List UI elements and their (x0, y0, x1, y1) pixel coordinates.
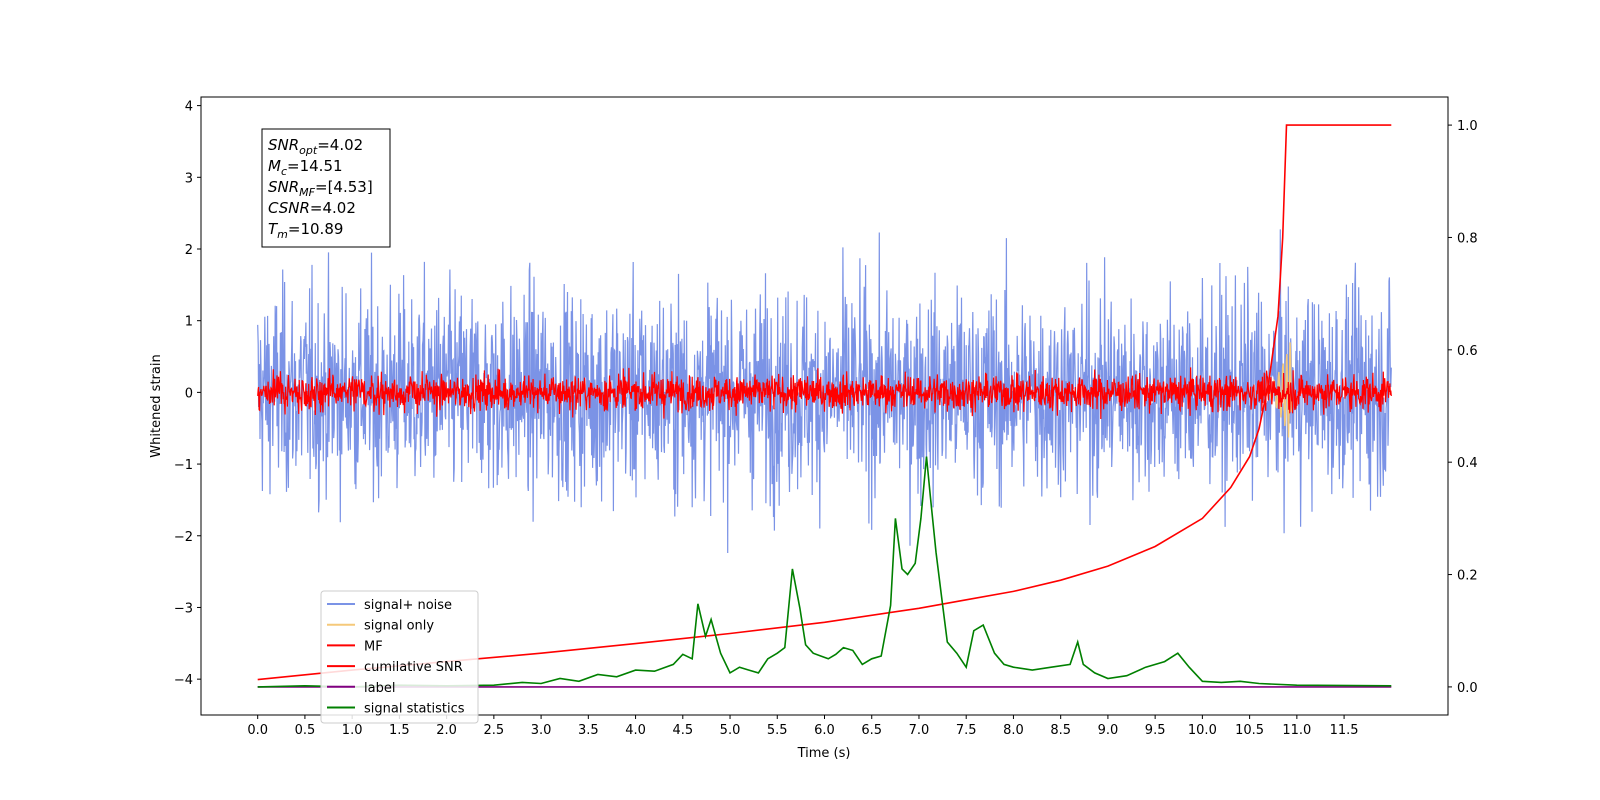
left-y-tick-label: −3 (174, 601, 193, 616)
x-tick-label: 2.5 (484, 723, 505, 738)
legend-entries: signal+ noise signal only MF cumilative SNR… (327, 598, 465, 717)
annotation-line: Mc=14.51 (268, 157, 343, 178)
x-tick-label: 11.5 (1330, 723, 1359, 738)
series-cumulative-snr-line (257, 124, 1392, 681)
annotation-line: CSNR=4.02 (268, 199, 356, 217)
x-tick-label: 9.0 (1098, 723, 1119, 738)
annotation-line: SNRopt=4.02 (268, 136, 363, 157)
x-tick-label: 3.5 (578, 723, 599, 738)
left-y-tick-label: 0 (185, 386, 193, 401)
series-mf-line (257, 367, 1392, 420)
annotation-line: SNRMF=[4.53] (268, 178, 373, 199)
annotation-frame (261, 128, 391, 248)
annotation-value: =4.02 (310, 199, 356, 217)
x-tick-label: 5.0 (720, 723, 741, 738)
series-signal-statistics-line (257, 456, 1392, 688)
x-tick-label: 10.5 (1235, 723, 1264, 738)
annotation-box: SNRopt=4.02Mc=14.51SNRMF=[4.53]CSNR=4.02… (261, 128, 391, 248)
x-tick-label: 3.0 (531, 723, 552, 738)
left-y-tick-label: −1 (174, 458, 193, 473)
annotation-value: =14.51 (287, 157, 343, 175)
right-y-tick-label: 0.4 (1457, 456, 1478, 471)
right-y-tick-label: 0.0 (1457, 681, 1478, 696)
left-y-tick-label: 3 (185, 171, 193, 186)
legend-frame (320, 590, 479, 724)
legend-label: cumilative SNR (364, 660, 463, 675)
x-tick-label: 5.5 (767, 723, 788, 738)
x-tick-label: 6.5 (861, 723, 882, 738)
legend-label: signal+ noise (364, 598, 452, 613)
x-tick-label: 8.0 (1003, 723, 1024, 738)
left-y-tick-label: −4 (174, 673, 193, 688)
annotation-subscript: m (277, 228, 288, 241)
annotation-value: =4.02 (317, 136, 363, 154)
x-axis-label: Time (s) (797, 746, 851, 761)
x-tick-label: 4.5 (672, 723, 693, 738)
x-tick-label: 6.0 (814, 723, 835, 738)
annotation-symbol: CSNR (268, 199, 310, 217)
legend-label: signal statistics (364, 702, 465, 717)
x-axis-ticks: 0.0 0.5 1.0 1.5 2.0 2.5 3.0 3.5 4.0 4.5 5.0 5.5 6.0 6… (247, 715, 1359, 738)
annotation-subscript: opt (299, 144, 318, 157)
right-y-tick-label: 0.8 (1457, 231, 1478, 246)
left-y-tick-label: −2 (174, 530, 193, 545)
right-y-tick-label: 0.2 (1457, 569, 1478, 584)
right-y-tick-label: 0.6 (1457, 344, 1478, 359)
x-tick-label: 1.0 (342, 723, 363, 738)
annotation-symbol: M (268, 157, 281, 175)
x-tick-label: 11.0 (1282, 723, 1311, 738)
left-y-tick-label: 1 (185, 315, 193, 330)
annotation-subscript: c (281, 165, 287, 178)
x-tick-label: 10.0 (1188, 723, 1217, 738)
annotation-symbol: T (268, 220, 279, 238)
left-y-tick-label: 4 (185, 100, 193, 115)
legend-label: label (364, 681, 395, 696)
x-tick-label: 8.5 (1050, 723, 1071, 738)
x-tick-label: 7.0 (909, 723, 930, 738)
annotation-subscript: MF (299, 186, 315, 199)
x-tick-label: 1.5 (389, 723, 410, 738)
series-signal-noise-line (257, 229, 1392, 554)
legend-label: MF (364, 639, 383, 654)
right-y-tick-label: 1.0 (1457, 119, 1478, 134)
x-tick-label: 0.0 (247, 723, 268, 738)
annotation-value: =[4.53] (315, 178, 373, 196)
x-tick-label: 7.5 (956, 723, 977, 738)
left-y-axis-ticks: 4 3 2 1 0 −1 −2 −3 −4 (174, 100, 201, 688)
legend: signal+ noise signal only MF cumilative SNR… (320, 590, 479, 724)
right-y-axis-ticks: 1.0 0.8 0.6 0.4 0.2 0.0 (1448, 119, 1478, 696)
annotation-symbol: SNR (268, 178, 299, 196)
annotation-line: Tm=10.89 (268, 220, 343, 241)
annotation-value: =10.89 (288, 220, 344, 238)
left-y-tick-label: 2 (185, 243, 193, 258)
annotation-lines: SNRopt=4.02Mc=14.51SNRMF=[4.53]CSNR=4.02… (268, 136, 373, 241)
annotation-symbol: SNR (268, 136, 299, 154)
x-tick-label: 2.0 (436, 723, 457, 738)
legend-label: signal only (364, 619, 434, 634)
x-tick-label: 4.0 (625, 723, 646, 738)
x-tick-label: 0.5 (295, 723, 316, 738)
x-tick-label: 9.5 (1145, 723, 1166, 738)
left-y-axis-label: Whitened strain (149, 354, 164, 457)
